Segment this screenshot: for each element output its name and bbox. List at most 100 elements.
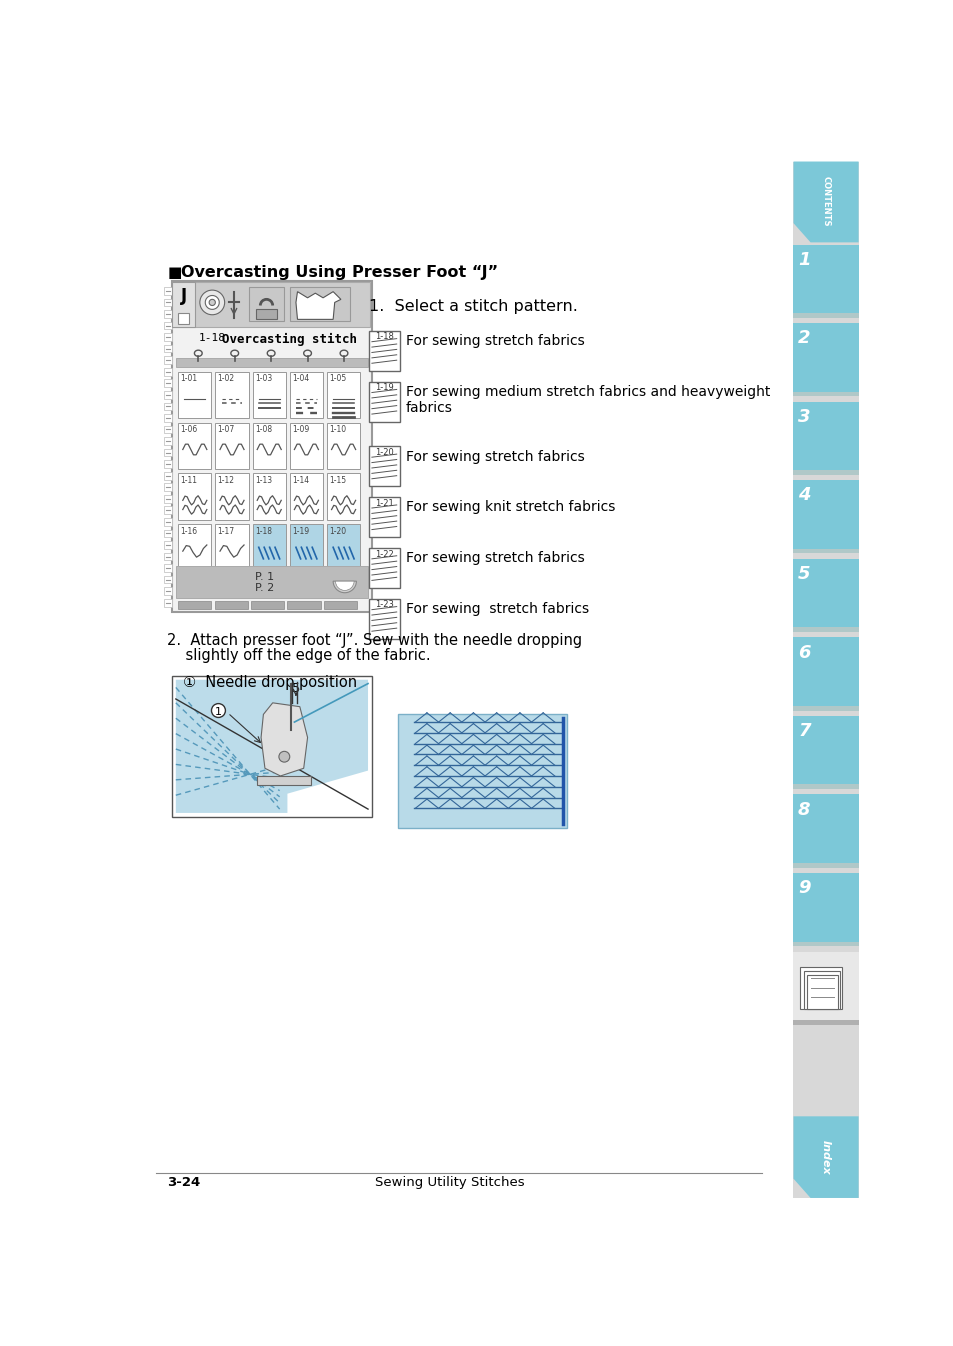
Bar [164, 299, 172, 307]
Text: 1.  Select a stitch pattern.: 1. Select a stitch pattern. [369, 299, 578, 314]
Bar [215, 371, 249, 417]
Bar [164, 310, 172, 318]
Bar [172, 676, 372, 817]
Text: 1-16: 1-16 [180, 526, 197, 536]
Text: J: J [180, 287, 187, 306]
Text: 5: 5 [798, 565, 810, 583]
Bar [253, 423, 286, 468]
Bar [253, 371, 286, 417]
Bar [397, 715, 567, 828]
Bar [369, 548, 399, 588]
Bar [178, 314, 189, 324]
Bar [249, 287, 283, 320]
Text: 4: 4 [798, 486, 810, 505]
Text: 6: 6 [798, 643, 810, 661]
Text: 1: 1 [798, 250, 810, 269]
Bar [290, 287, 350, 320]
Bar [369, 447, 399, 486]
Bar [164, 564, 172, 572]
Polygon shape [793, 162, 858, 242]
Bar [164, 345, 172, 353]
Bar [327, 524, 360, 571]
Text: 1-09: 1-09 [292, 425, 309, 433]
Text: 3-24: 3-24 [167, 1176, 200, 1190]
Bar [178, 423, 212, 468]
Text: 1-04: 1-04 [292, 374, 309, 384]
Text: 2: 2 [798, 330, 810, 347]
Bar [164, 415, 172, 421]
Bar [172, 281, 372, 612]
Bar [164, 357, 172, 363]
Bar [793, 952, 858, 1024]
Text: 1-19: 1-19 [292, 526, 309, 536]
Bar [793, 638, 858, 711]
Bar [215, 423, 249, 468]
Bar [793, 392, 858, 396]
Text: For sewing stretch fabrics: For sewing stretch fabrics [406, 551, 584, 565]
Text: 1-22: 1-22 [375, 549, 394, 559]
Text: 1-10: 1-10 [329, 425, 346, 433]
Bar [290, 371, 323, 417]
Bar [164, 287, 172, 295]
Wedge shape [333, 581, 356, 592]
Polygon shape [793, 1116, 858, 1198]
Bar [164, 518, 172, 526]
Text: 1-21: 1-21 [375, 499, 394, 507]
Wedge shape [335, 581, 354, 591]
Polygon shape [295, 292, 340, 319]
Bar [253, 474, 286, 520]
Bar [793, 1020, 858, 1024]
Bar [793, 323, 858, 396]
Text: P. 2: P. 2 [254, 583, 274, 592]
Bar [164, 576, 172, 583]
Text: CONTENTS: CONTENTS [821, 176, 830, 227]
Bar [173, 283, 370, 327]
Circle shape [212, 704, 225, 717]
Text: 1-19: 1-19 [375, 384, 394, 392]
Bar [793, 470, 858, 475]
Text: 1-07: 1-07 [217, 425, 234, 433]
Text: 1-06: 1-06 [180, 425, 197, 433]
Bar [257, 777, 311, 785]
Polygon shape [261, 703, 307, 777]
Text: For sewing stretch fabrics: For sewing stretch fabrics [406, 334, 584, 349]
Bar [793, 785, 858, 789]
Text: 5: 5 [292, 682, 299, 695]
Bar [327, 371, 360, 417]
Bar [793, 863, 858, 868]
Bar [806, 975, 837, 1010]
Bar [253, 524, 286, 571]
Wedge shape [209, 299, 215, 306]
Text: 1-05: 1-05 [329, 374, 346, 384]
Bar [251, 602, 284, 608]
Bar [369, 497, 399, 537]
Bar [178, 474, 212, 520]
Bar [327, 474, 360, 520]
Bar [793, 559, 858, 633]
Text: 1-18: 1-18 [199, 334, 226, 343]
Text: 1-20: 1-20 [329, 526, 346, 536]
Text: ■: ■ [167, 265, 181, 280]
Text: 1-14: 1-14 [292, 475, 309, 485]
Text: 9: 9 [798, 879, 810, 898]
Bar [793, 716, 858, 789]
Bar [793, 874, 858, 946]
Bar [287, 602, 320, 608]
Bar [793, 549, 858, 553]
Bar [164, 367, 172, 376]
Bar [793, 162, 858, 1198]
Bar [164, 437, 172, 446]
Bar [214, 602, 248, 608]
Bar [793, 627, 858, 633]
Bar [164, 587, 172, 595]
Text: Overcasting Using Presser Foot “J”: Overcasting Using Presser Foot “J” [181, 265, 497, 280]
Bar [802, 970, 840, 1010]
Bar [290, 423, 323, 468]
Bar [327, 423, 360, 468]
Bar [175, 565, 368, 598]
Bar [164, 472, 172, 479]
Text: slightly off the edge of the fabric.: slightly off the edge of the fabric. [167, 649, 431, 664]
Bar [290, 474, 323, 520]
Text: Overcasting stitch: Overcasting stitch [222, 334, 357, 346]
Text: 8: 8 [798, 801, 810, 818]
